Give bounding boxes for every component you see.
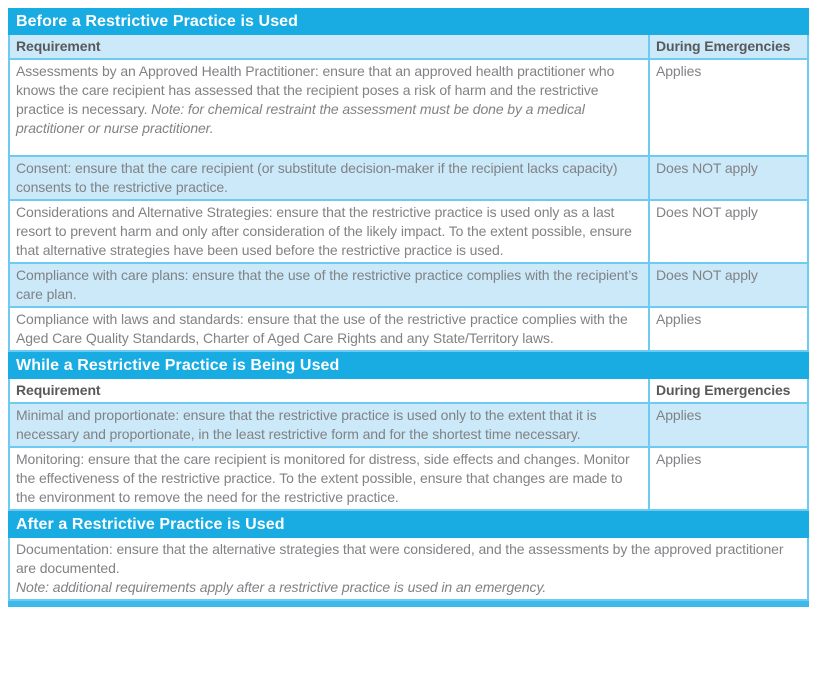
col-header-requirement: Requirement xyxy=(10,379,650,402)
table-row: Monitoring: ensure that the care recipie… xyxy=(8,448,809,511)
emergency-cell: Does NOT apply xyxy=(656,204,758,220)
emergency-cell: Does NOT apply xyxy=(656,267,758,283)
requirement-cell: Compliance with laws and standards: ensu… xyxy=(10,308,650,350)
column-header-row: Requirement During Emergencies xyxy=(8,35,809,60)
emergency-cell: Does NOT apply xyxy=(656,160,758,176)
requirement-text: Assessments by an Approved Health Practi… xyxy=(16,63,615,117)
emergency-cell: Applies xyxy=(656,63,702,79)
table-row: Compliance with care plans: ensure that … xyxy=(8,264,809,308)
section-title: After a Restrictive Practice is Used xyxy=(16,516,285,533)
emergency-cell: Applies xyxy=(656,311,702,327)
requirement-cell: Monitoring: ensure that the care recipie… xyxy=(10,448,650,509)
section-title: While a Restrictive Practice is Being Us… xyxy=(16,357,340,374)
table-row: Compliance with laws and standards: ensu… xyxy=(8,308,809,352)
table-row: Consent: ensure that the care recipient … xyxy=(8,157,809,201)
table-bottom-bar xyxy=(8,601,809,607)
restrictive-practices-table: Before a Restrictive Practice is Used Re… xyxy=(8,8,809,607)
col-header-requirement: Requirement xyxy=(10,35,650,58)
requirement-text: Documentation: ensure that the alternati… xyxy=(16,541,784,576)
requirement-cell: Minimal and proportionate: ensure that t… xyxy=(10,404,650,446)
requirement-cell: Assessments by an Approved Health Practi… xyxy=(10,60,650,155)
requirement-cell: Compliance with care plans: ensure that … xyxy=(10,264,650,306)
table-row: Documentation: ensure that the alternati… xyxy=(8,538,809,601)
requirement-note: Note: for chemical restraint the assessm… xyxy=(16,101,585,136)
section-header-after: After a Restrictive Practice is Used xyxy=(8,511,809,538)
table-row: Assessments by an Approved Health Practi… xyxy=(8,60,809,157)
documentation-cell: Documentation: ensure that the alternati… xyxy=(10,538,807,599)
column-header-row: Requirement During Emergencies xyxy=(8,379,809,404)
col-header-during-emergencies: During Emergencies xyxy=(656,38,791,54)
section-header-before: Before a Restrictive Practice is Used xyxy=(8,8,809,35)
col-header-during-emergencies: During Emergencies xyxy=(656,382,791,398)
emergency-cell: Applies xyxy=(656,407,702,423)
requirement-cell: Considerations and Alternative Strategie… xyxy=(10,201,650,262)
table-row: Minimal and proportionate: ensure that t… xyxy=(8,404,809,448)
requirement-note: Note: additional requirements apply afte… xyxy=(16,579,547,595)
requirement-cell: Consent: ensure that the care recipient … xyxy=(10,157,650,199)
emergency-cell: Applies xyxy=(656,451,702,467)
section-header-while: While a Restrictive Practice is Being Us… xyxy=(8,352,809,379)
table-row: Considerations and Alternative Strategie… xyxy=(8,201,809,264)
section-title: Before a Restrictive Practice is Used xyxy=(16,13,299,30)
